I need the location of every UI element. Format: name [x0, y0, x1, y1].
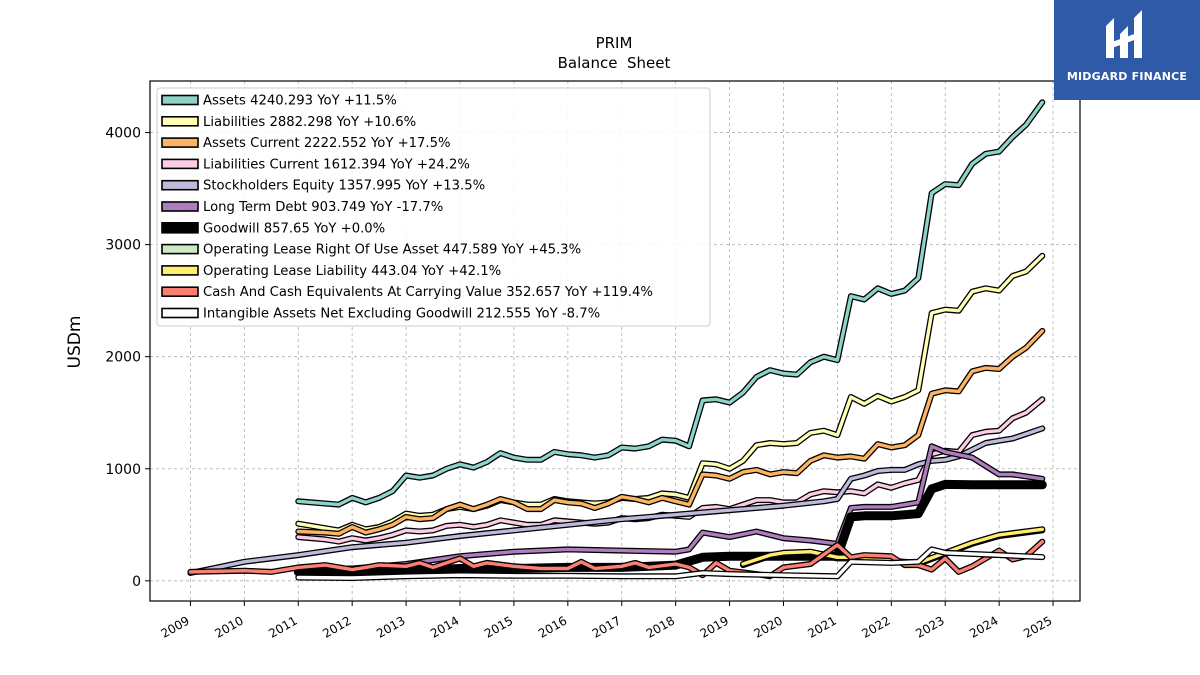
x-tick-label: 2020	[752, 613, 785, 640]
x-tick-label: 2010	[212, 613, 245, 640]
series-line-fill	[296, 100, 1045, 507]
x-tick-label: 2023	[913, 613, 946, 640]
x-tick-label: 2011	[266, 613, 299, 640]
x-tick-label: 2024	[967, 613, 1000, 640]
legend-swatch	[161, 286, 199, 298]
legend-swatch	[161, 137, 199, 148]
legend-label: Assets 4240.293 YoY +11.5%	[203, 94, 397, 109]
series-line	[295, 327, 1046, 537]
y-tick-label: 0	[132, 574, 141, 590]
x-tick-label: 2021	[805, 613, 838, 640]
legend-swatch	[161, 243, 199, 255]
x-tick-label: 2014	[428, 613, 461, 640]
series-line-fill	[296, 547, 1045, 580]
legend-label: Operating Lease Right Of Use Asset 447.5…	[203, 243, 581, 258]
legend-label: Long Term Debt 903.749 YoY -17.7%	[203, 200, 443, 215]
x-tick-label: 2017	[590, 613, 623, 640]
legend-swatch	[161, 201, 199, 212]
series-line-fill	[188, 539, 1045, 578]
x-tick-label: 2022	[859, 613, 892, 640]
legend-label: Liabilities Current 1612.394 YoY +24.2%	[203, 157, 470, 172]
y-tick-label: 3000	[105, 238, 141, 254]
series-line	[740, 526, 1046, 567]
brand-name: MIDGARD FINANCE	[1066, 70, 1188, 83]
y-axis-label: USDm	[65, 316, 85, 369]
y-tick-label: 2000	[105, 350, 141, 366]
legend-swatch	[161, 265, 199, 276]
legend-swatch	[161, 222, 199, 234]
legend-swatch	[161, 116, 199, 127]
series-line-outline	[295, 327, 1046, 537]
legend-box	[156, 87, 711, 327]
series-line-fill	[296, 444, 1045, 571]
series-line	[295, 546, 1046, 581]
x-tick-label: 2018	[644, 613, 677, 640]
legend-label: Intangible Assets Net Excluding Goodwill…	[203, 307, 600, 322]
legend-label: Assets Current 2222.552 YoY +17.5%	[203, 136, 451, 151]
chart-title: PRIM	[596, 34, 633, 52]
y-tick-label: 1000	[105, 462, 141, 478]
legend-label: Stockholders Equity 1357.995 YoY +13.5%	[203, 179, 485, 194]
series-layer	[187, 99, 1047, 581]
legend-label: Cash And Cash Equivalents At Carrying Va…	[203, 285, 653, 300]
plot-frame	[149, 80, 1081, 602]
x-tick-label: 2025	[1021, 613, 1054, 640]
midgard-logo-icon	[1106, 10, 1142, 58]
x-tick-label: 2019	[698, 613, 731, 640]
x-tick-label: 2015	[482, 613, 515, 640]
series-line-fill	[296, 329, 1045, 536]
legend-swatch	[161, 158, 199, 170]
legend-label: Goodwill 857.65 YoY +0.0%	[203, 221, 385, 236]
series-line	[187, 425, 1046, 576]
series-line	[187, 538, 1046, 580]
legend-swatch	[161, 94, 199, 106]
series-line	[295, 443, 1046, 572]
legend-swatch	[161, 307, 199, 319]
legend-label: Operating Lease Liability 443.04 YoY +42…	[203, 264, 501, 279]
legend-swatch	[161, 179, 199, 191]
y-tick-label: 4000	[105, 126, 141, 142]
x-tick-label: 2012	[320, 613, 353, 640]
x-tick-label: 2009	[158, 613, 191, 640]
brand-logo: MIDGARD FINANCE	[1054, 0, 1200, 100]
series-line	[295, 99, 1046, 508]
series-line-fill	[188, 426, 1045, 575]
x-tick-label: 2013	[374, 613, 407, 640]
legend-label: Liabilities 2882.298 YoY +10.6%	[203, 115, 416, 130]
x-tick-label: 2016	[536, 613, 569, 640]
chart-subtitle: Balance Sheet	[558, 54, 671, 72]
series-line-fill	[741, 527, 1045, 566]
legend[interactable]: Assets 4240.293 YoY +11.5% Liabilities 28…	[156, 87, 711, 327]
